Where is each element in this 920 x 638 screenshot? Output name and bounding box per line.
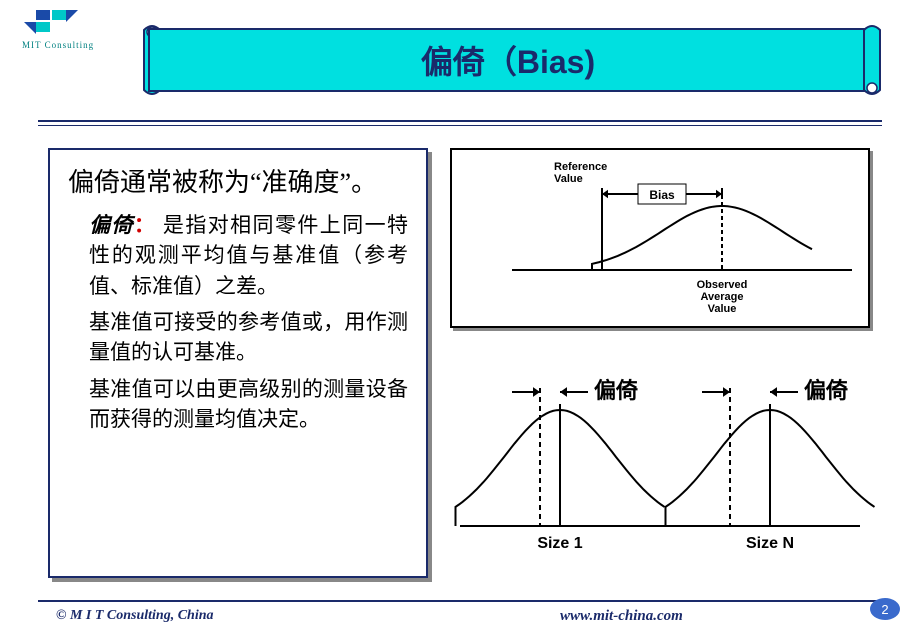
- title-banner: 偏倚（Bias): [148, 28, 868, 92]
- intro-paragraph: 偏倚通常被称为“准确度”。: [68, 164, 408, 202]
- svg-text:Value: Value: [554, 173, 583, 185]
- svg-text:偏倚: 偏倚: [594, 378, 638, 403]
- svg-text:Size 1: Size 1: [537, 535, 582, 552]
- term-bias: 偏倚: [89, 213, 134, 237]
- footer-copyright: © M I T Consulting, China: [56, 608, 214, 624]
- logo-caption: MIT Consulting: [22, 40, 94, 50]
- content-textbox: 偏倚通常被称为“准确度”。 偏倚： 是指对相同零件上同一特性的观测平均值与基准值…: [48, 148, 428, 578]
- page-title: 偏倚（Bias): [421, 37, 595, 83]
- svg-text:Reference: Reference: [554, 161, 607, 173]
- scroll-right-icon: [860, 22, 884, 98]
- svg-text:Size N: Size N: [746, 535, 794, 552]
- svg-text:Value: Value: [708, 303, 737, 315]
- footer-url: www.mit-china.com: [560, 608, 683, 625]
- definition-paragraph: 偏倚： 是指对相同零件上同一特性的观测平均值与基准值（参考值、标准值）之差。: [68, 210, 408, 301]
- paragraph-3: 基准值可以由更高级别的测量设备而获得的测量均值决定。: [68, 374, 408, 435]
- divider-bottom: [38, 600, 882, 602]
- svg-text:Average: Average: [700, 291, 743, 303]
- bias-diagram-multi: 偏倚 Size 1 偏倚 Size N: [440, 348, 880, 578]
- paragraph-2: 基准值可接受的参考值或，用作测量值的认可基准。: [68, 307, 408, 368]
- svg-text:偏倚: 偏倚: [804, 378, 848, 403]
- term-colon: ：: [134, 213, 156, 237]
- svg-text:Observed: Observed: [697, 279, 748, 291]
- divider-top: [38, 120, 882, 126]
- page-number: 2: [870, 598, 900, 620]
- svg-text:Bias: Bias: [649, 188, 675, 202]
- bias-diagram-single: BiasReferenceValueObservedAverageValue: [450, 148, 870, 328]
